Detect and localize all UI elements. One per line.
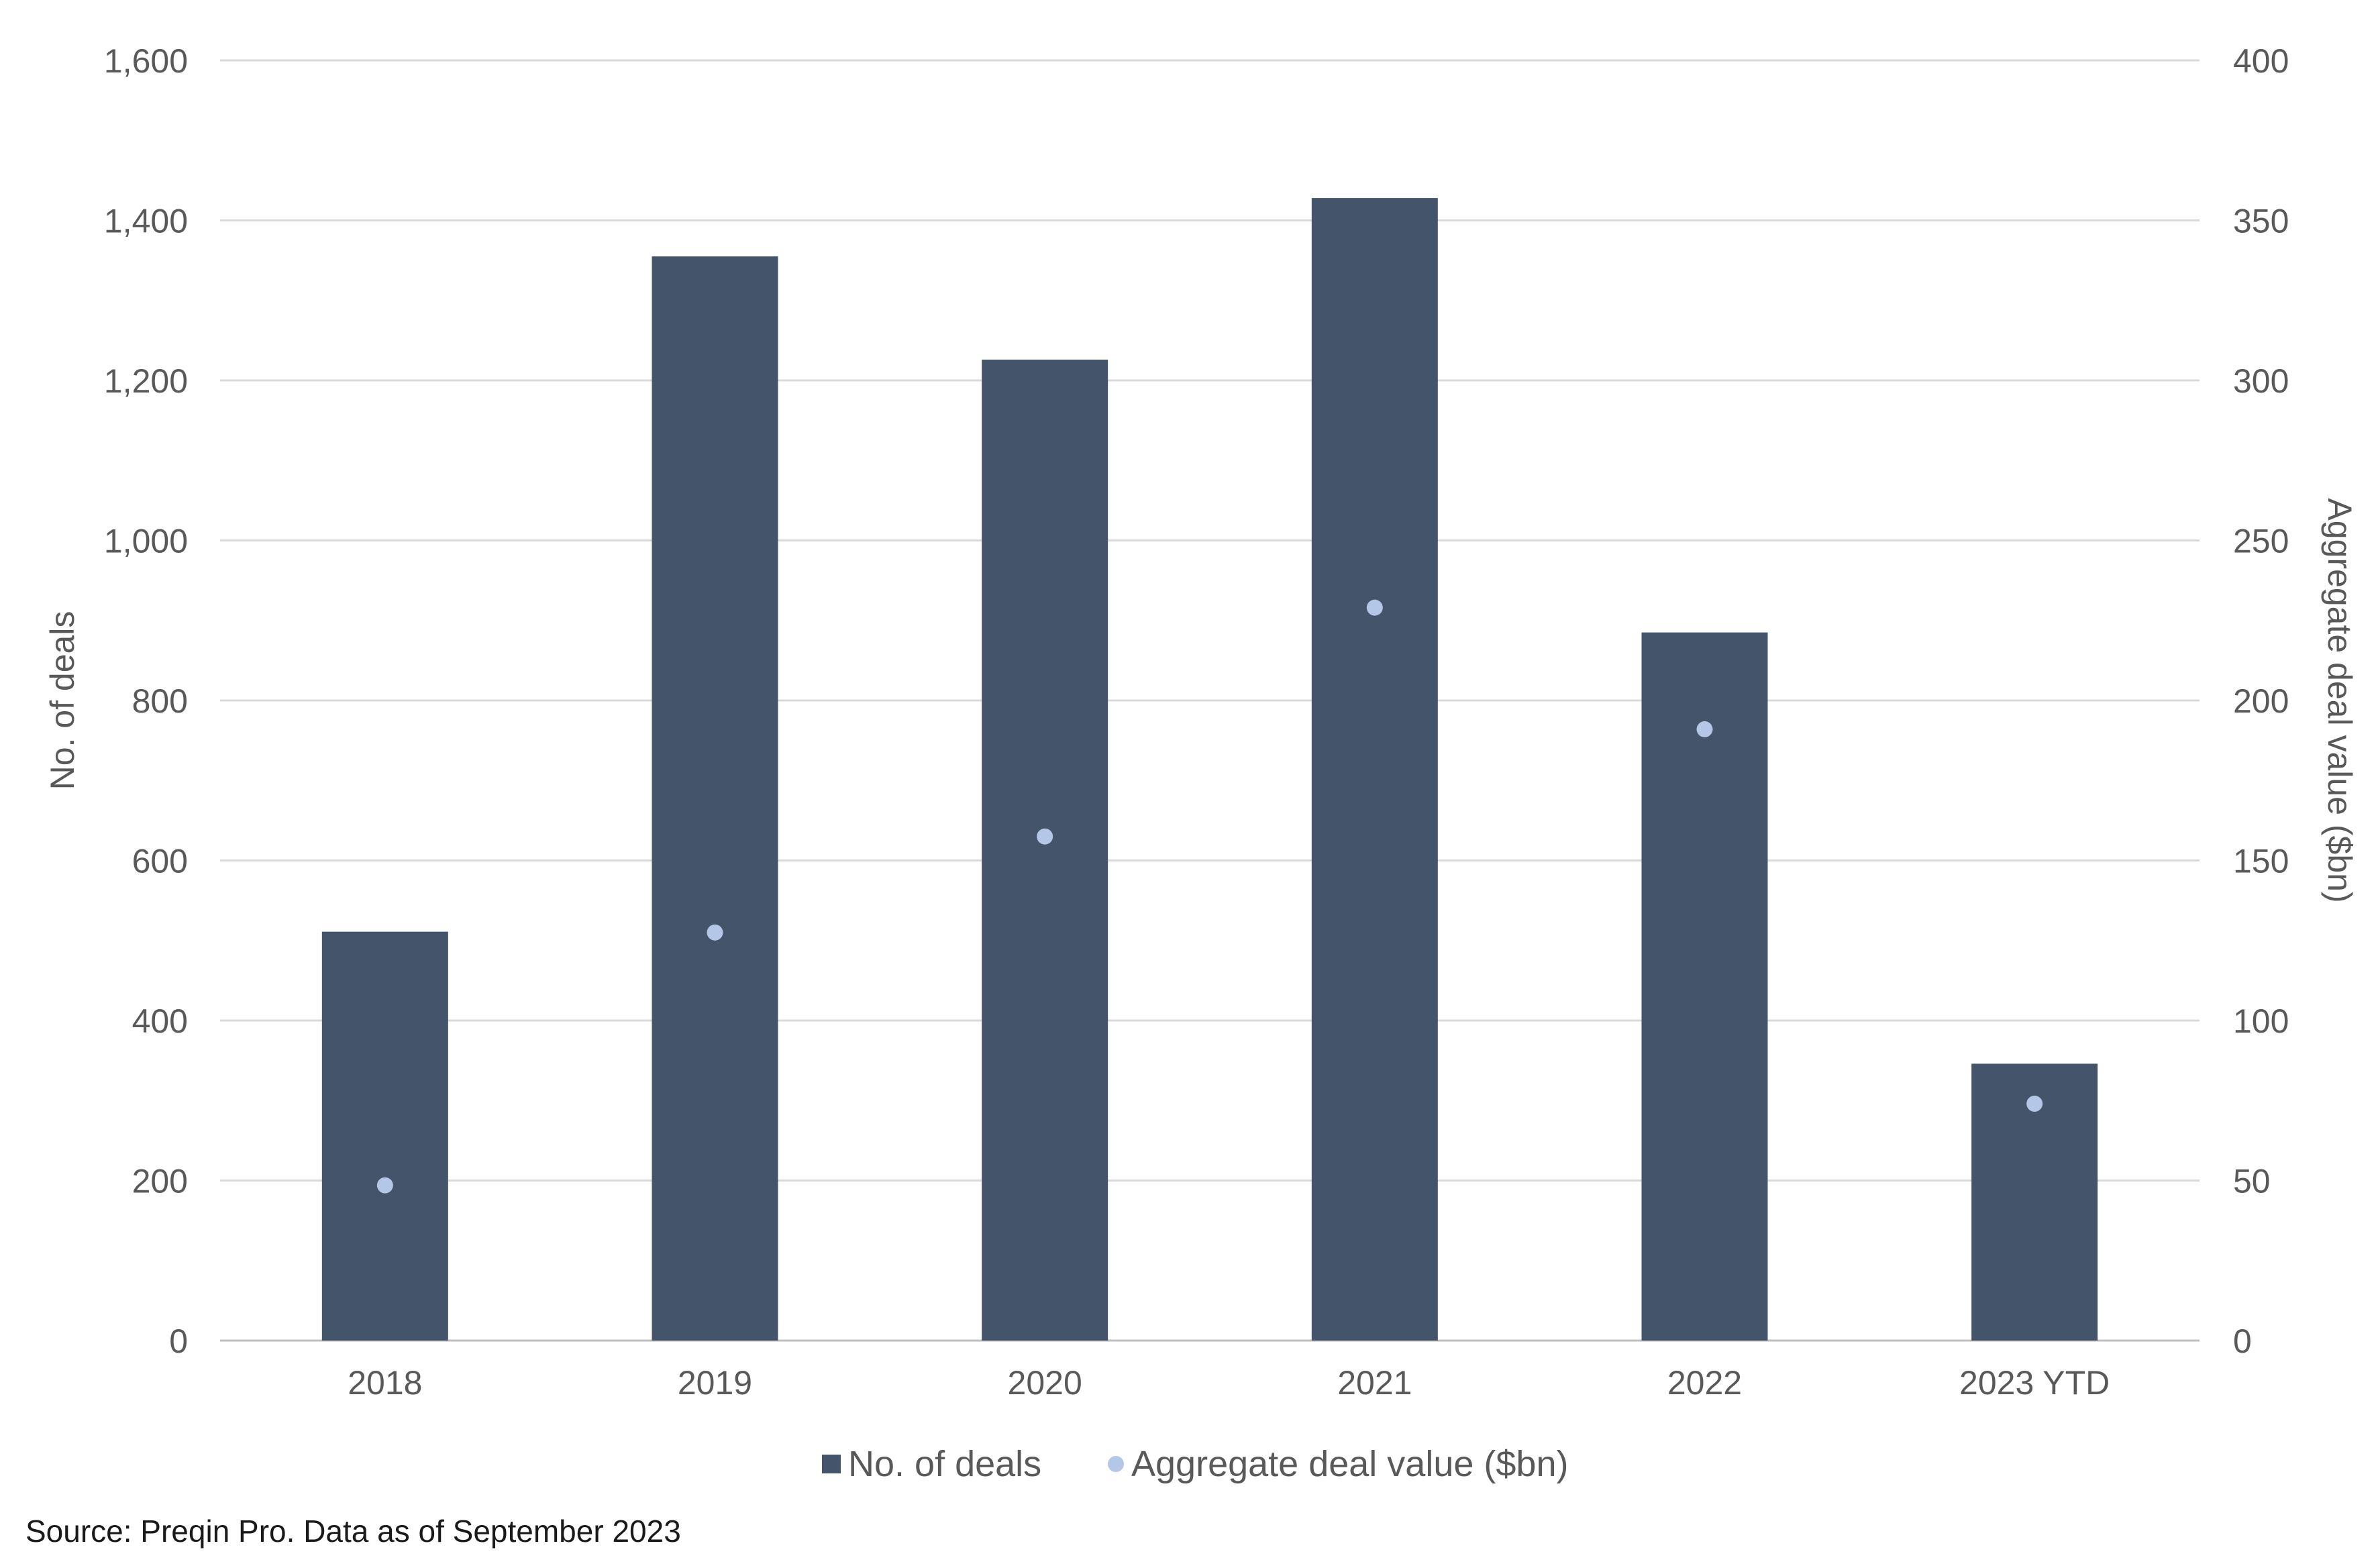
point-value-2021	[1366, 599, 1383, 616]
y-tick-label-left: 400	[132, 1002, 188, 1040]
y-axis-title-left: No. of deals	[44, 611, 81, 790]
y-tick-label-right: 0	[2233, 1322, 2252, 1360]
y-tick-label-left: 0	[169, 1322, 188, 1360]
x-tick-label: 2018	[348, 1364, 422, 1402]
legend-swatch-deals	[822, 1455, 841, 1473]
y-tick-label-left: 800	[132, 682, 188, 720]
bar-deals-2020	[982, 359, 1108, 1341]
gridlines	[220, 59, 2200, 1342]
x-tick-label: 2022	[1667, 1364, 1742, 1402]
y-tick-label-left: 1,200	[104, 362, 188, 400]
point-series	[376, 599, 2043, 1194]
bar-deals-2018	[321, 931, 448, 1341]
y-tick-label-left: 200	[132, 1163, 188, 1200]
x-tick-label: 2020	[1008, 1364, 1082, 1402]
y-tick-label-right: 50	[2233, 1163, 2271, 1200]
y-tick-label-left: 1,000	[104, 523, 188, 560]
x-tick-label: 2023 YTD	[1959, 1364, 2110, 1402]
y-tick-label-right: 150	[2233, 843, 2289, 880]
legend: No. of deals Aggregate deal value ($bn)	[822, 1444, 1568, 1484]
point-value-2019	[707, 924, 723, 941]
point-value-2022	[1696, 721, 1713, 737]
y-tick-label-right: 250	[2233, 523, 2289, 560]
y-tick-label-right: 300	[2233, 362, 2289, 400]
bar-deals-2021	[1311, 198, 1438, 1341]
tick-labels: 0 0 200 50 400 100 600 150 800 200 1,000 250 1,200 30…	[104, 42, 2289, 1402]
bar-deals-2019	[652, 256, 778, 1341]
legend-label-value: Aggregate deal value ($bn)	[1131, 1444, 1568, 1484]
x-tick-label: 2021	[1337, 1364, 1412, 1402]
x-tick-label: 2019	[678, 1364, 752, 1402]
bar-deals-2022	[1641, 632, 1768, 1341]
y-tick-label-right: 200	[2233, 682, 2289, 720]
point-value-2023-ytd	[2026, 1096, 2043, 1112]
y-tick-label-left: 1,400	[104, 203, 188, 240]
bar-series	[321, 198, 2098, 1341]
y-tick-label-right: 400	[2233, 42, 2289, 80]
y-tick-label-right: 100	[2233, 1002, 2289, 1040]
legend-label-deals: No. of deals	[848, 1444, 1041, 1484]
y-tick-label-right: 350	[2233, 203, 2289, 240]
source-note: Source: Preqin Pro. Data as of September…	[25, 1514, 681, 1549]
point-value-2018	[376, 1177, 393, 1194]
y-axis-title-right: Aggregate deal value ($bn)	[2321, 498, 2359, 902]
point-value-2020	[1037, 828, 1053, 845]
legend-swatch-value	[1108, 1456, 1124, 1472]
y-tick-label-left: 600	[132, 843, 188, 880]
y-tick-label-left: 1,600	[104, 42, 188, 80]
